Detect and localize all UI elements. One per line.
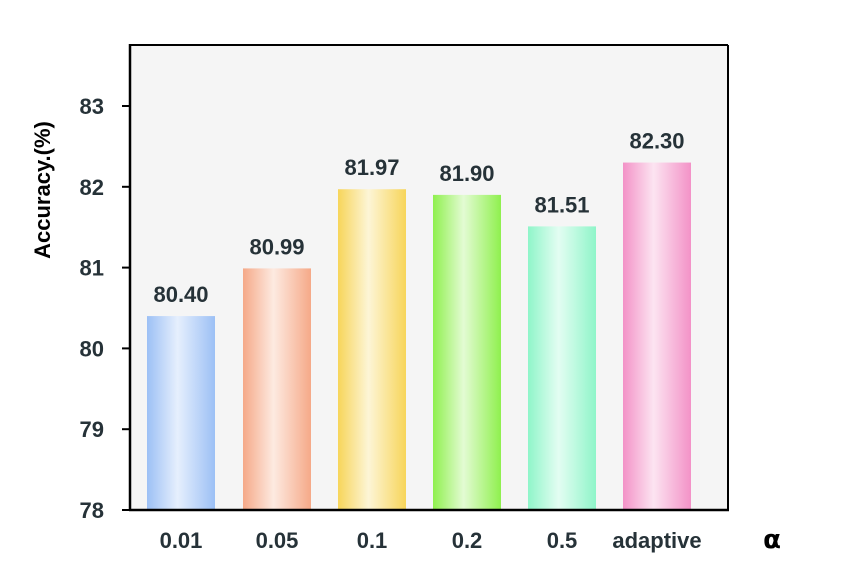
x-axis-labels: 0.01 0.05 0.1 0.2 0.5 adaptive: [160, 528, 702, 553]
data-label-adaptive: 82.30: [629, 129, 684, 154]
x-tick-label-0.5: 0.5: [547, 528, 578, 553]
x-tick-label-0.1: 0.1: [357, 528, 388, 553]
data-label-0.01: 80.40: [153, 282, 208, 307]
y-tick-label-82: 82: [80, 175, 104, 200]
x-tick-label-0.05: 0.05: [256, 528, 299, 553]
bar-adaptive: [623, 162, 691, 510]
y-tick-label-78: 78: [80, 498, 104, 523]
y-tick-label-81: 81: [80, 256, 104, 281]
bar-0.1: [338, 189, 406, 510]
x-tick-label-0.01: 0.01: [160, 528, 203, 553]
bar-0.5: [528, 226, 596, 510]
y-tick-label-80: 80: [80, 336, 104, 361]
plot-frame: [128, 44, 729, 512]
bars: [147, 162, 691, 510]
data-label-0.5: 81.51: [534, 192, 589, 217]
y-tick-label-79: 79: [80, 417, 104, 442]
y-axis-title: Accuracy.(%): [30, 121, 55, 259]
x-axis-title: α: [763, 525, 781, 555]
data-label-0.05: 80.99: [249, 234, 304, 259]
bar-0.05: [243, 268, 311, 510]
data-label-0.2: 81.90: [439, 161, 494, 186]
y-tick-label-83: 83: [80, 94, 104, 119]
x-tick-label-adaptive: adaptive: [612, 528, 701, 553]
data-label-0.1: 81.97: [344, 155, 399, 180]
data-labels: 80.40 80.99 81.97 81.90 81.51 82.30: [153, 129, 684, 308]
bar-0.2: [433, 194, 501, 510]
y-axis-ticks: 78 79 80 81 82 83: [80, 94, 130, 523]
bar-0.01: [147, 316, 215, 510]
x-tick-label-0.2: 0.2: [452, 528, 483, 553]
